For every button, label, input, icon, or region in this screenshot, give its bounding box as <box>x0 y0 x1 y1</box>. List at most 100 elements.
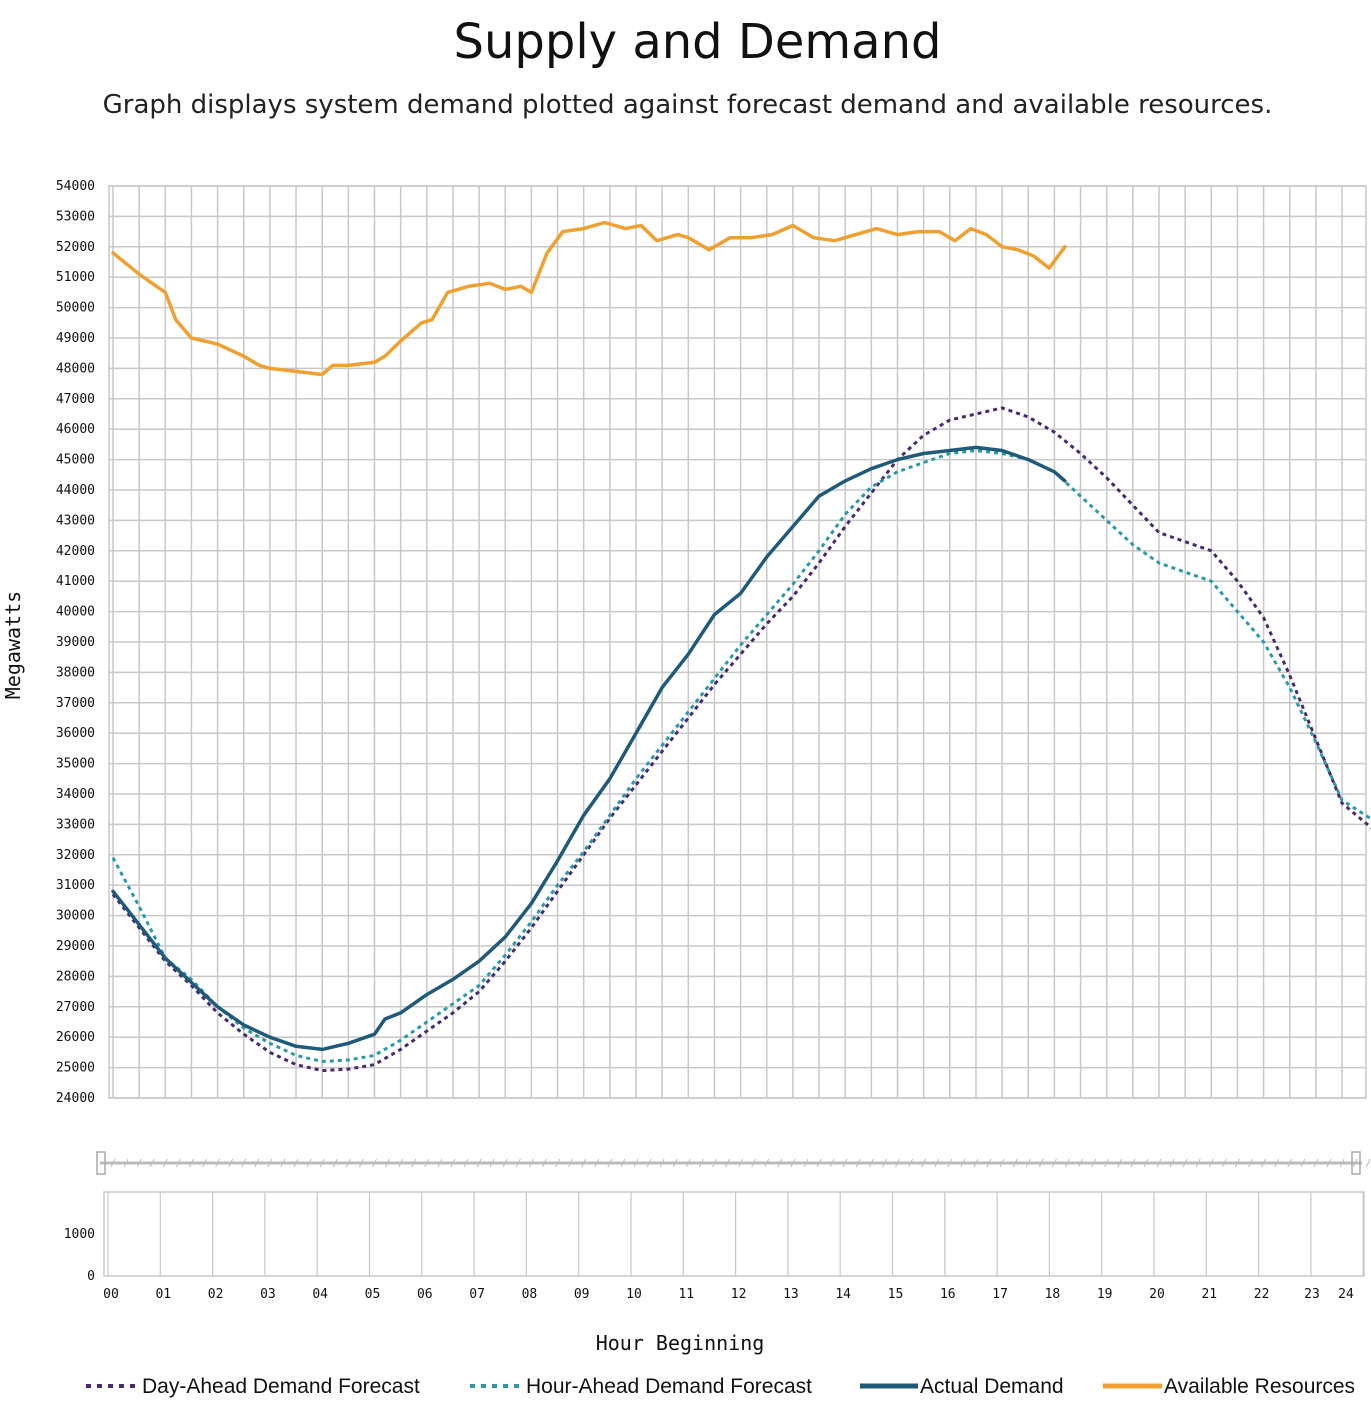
x-tick-label: 21 <box>1201 1287 1217 1302</box>
break-hatch <box>855 1158 861 1168</box>
x-tick-label: 16 <box>940 1287 956 1302</box>
legend-label-actual: Actual Demand <box>920 1375 1064 1398</box>
x-tick-label: 03 <box>260 1287 276 1302</box>
break-hatch <box>1300 1158 1306 1168</box>
y-tick-label: 33000 <box>56 817 95 832</box>
break-hatch <box>829 1158 835 1168</box>
break-hatch <box>672 1158 678 1168</box>
break-hatch <box>868 1158 874 1168</box>
break-hatch <box>1365 1158 1371 1168</box>
break-hatch <box>1012 1158 1018 1168</box>
y-tick-label: 50000 <box>56 301 95 316</box>
break-hatch <box>1339 1158 1345 1168</box>
lower-grid <box>103 1191 1365 1277</box>
x-tick-label: 01 <box>155 1287 171 1302</box>
break-hatch <box>202 1158 207 1168</box>
y-tick-label: 42000 <box>56 544 95 559</box>
break-hatch <box>1208 1158 1214 1168</box>
break-hatch <box>1313 1158 1319 1168</box>
break-hatch <box>293 1158 299 1168</box>
break-hatch <box>1104 1158 1110 1168</box>
break-hatch <box>136 1158 142 1168</box>
break-hatch <box>1287 1158 1293 1168</box>
y-tick-label: 32000 <box>56 848 95 863</box>
break-hatch <box>1117 1158 1123 1168</box>
break-hatch <box>175 1158 181 1168</box>
y-tick-label: 41000 <box>56 574 95 589</box>
lower-plot-frame <box>103 1191 1365 1277</box>
break-hatch <box>725 1158 730 1168</box>
break-hatch <box>110 1158 116 1168</box>
break-hatch <box>1261 1158 1267 1168</box>
break-hatch <box>358 1158 364 1168</box>
break-cap-right <box>1351 1151 1361 1175</box>
break-hatch <box>986 1158 992 1168</box>
y-tick-label: 54000 <box>56 179 95 194</box>
y-tick-label: 44000 <box>56 483 95 498</box>
break-hatch <box>1065 1158 1070 1168</box>
page-subtitle: Graph displays system demand plotted aga… <box>102 90 1273 120</box>
break-hatch <box>712 1158 717 1168</box>
y-axis-ticks: 54000 53000 52000 51000 50000 49000 48000 47000… <box>56 179 95 1106</box>
break-hatch <box>149 1158 155 1168</box>
lower-y-axis-ticks: 1000 0 <box>64 1227 95 1284</box>
series-layer <box>111 220 1371 1073</box>
break-hatch <box>738 1158 744 1168</box>
y-tick-label: 37000 <box>56 696 95 711</box>
x-tick-label: 07 <box>469 1287 485 1302</box>
break-hatch <box>1221 1158 1227 1168</box>
y-tick-label: 26000 <box>56 1030 95 1045</box>
y-tick-label: 46000 <box>56 422 95 437</box>
lower-y-tick-label: 1000 <box>64 1227 95 1242</box>
break-hatch <box>1352 1158 1358 1168</box>
lower-y-tick-label: 0 <box>87 1269 95 1284</box>
break-hatch <box>1130 1158 1136 1168</box>
y-tick-label: 34000 <box>56 787 95 802</box>
break-hatch <box>123 1158 129 1168</box>
break-hatch <box>437 1158 443 1168</box>
break-hatch <box>162 1158 168 1168</box>
x-tick-label: 24 <box>1338 1287 1354 1302</box>
break-hatch <box>306 1158 312 1168</box>
legend: Day-Ahead Demand Forecast Hour-Ahead Dema… <box>86 1375 1355 1398</box>
break-hatch <box>450 1158 456 1168</box>
break-hatch <box>189 1158 194 1168</box>
y-tick-label: 40000 <box>56 605 95 620</box>
y-tick-label: 43000 <box>56 513 95 528</box>
break-hatch <box>568 1158 574 1168</box>
break-hatch <box>542 1158 547 1168</box>
break-hatch <box>502 1158 508 1168</box>
break-hatch <box>1143 1158 1149 1168</box>
page-title: Supply and Demand <box>453 14 942 70</box>
break-hatch <box>372 1158 377 1168</box>
break-hatch <box>1169 1158 1175 1168</box>
series-line-available <box>111 220 1067 377</box>
break-hatch <box>764 1158 770 1168</box>
x-axis-label: Hour Beginning <box>596 1331 765 1355</box>
break-hatch <box>1326 1158 1332 1168</box>
break-hatch <box>1195 1158 1201 1168</box>
break-hatch <box>228 1158 234 1168</box>
x-tick-label: 02 <box>208 1287 224 1302</box>
x-tick-label: 11 <box>678 1287 694 1302</box>
break-hatch <box>476 1158 482 1168</box>
break-hatch <box>947 1158 953 1168</box>
break-hatch <box>555 1158 560 1168</box>
break-hatch <box>345 1158 351 1168</box>
y-tick-label: 36000 <box>56 726 95 741</box>
break-hatch <box>1235 1158 1240 1168</box>
series-line-day-ahead <box>111 406 1371 1073</box>
break-hatch <box>424 1158 430 1168</box>
break-hatch <box>280 1158 286 1168</box>
break-hatch <box>1182 1158 1188 1168</box>
break-hatch <box>777 1158 783 1168</box>
x-tick-label: 06 <box>417 1287 433 1302</box>
x-axis-ticks: 00 01 02 03 04 05 06 07 08 09 10 11 12 13 14 15 16 17 18 19… <box>103 1287 1354 1302</box>
legend-label-available: Available Resources <box>1164 1375 1355 1398</box>
x-tick-label: 23 <box>1304 1287 1320 1302</box>
y-tick-label: 48000 <box>56 361 95 376</box>
y-tick-label: 28000 <box>56 969 95 984</box>
x-tick-label: 00 <box>103 1287 119 1302</box>
break-hatch <box>816 1158 822 1168</box>
